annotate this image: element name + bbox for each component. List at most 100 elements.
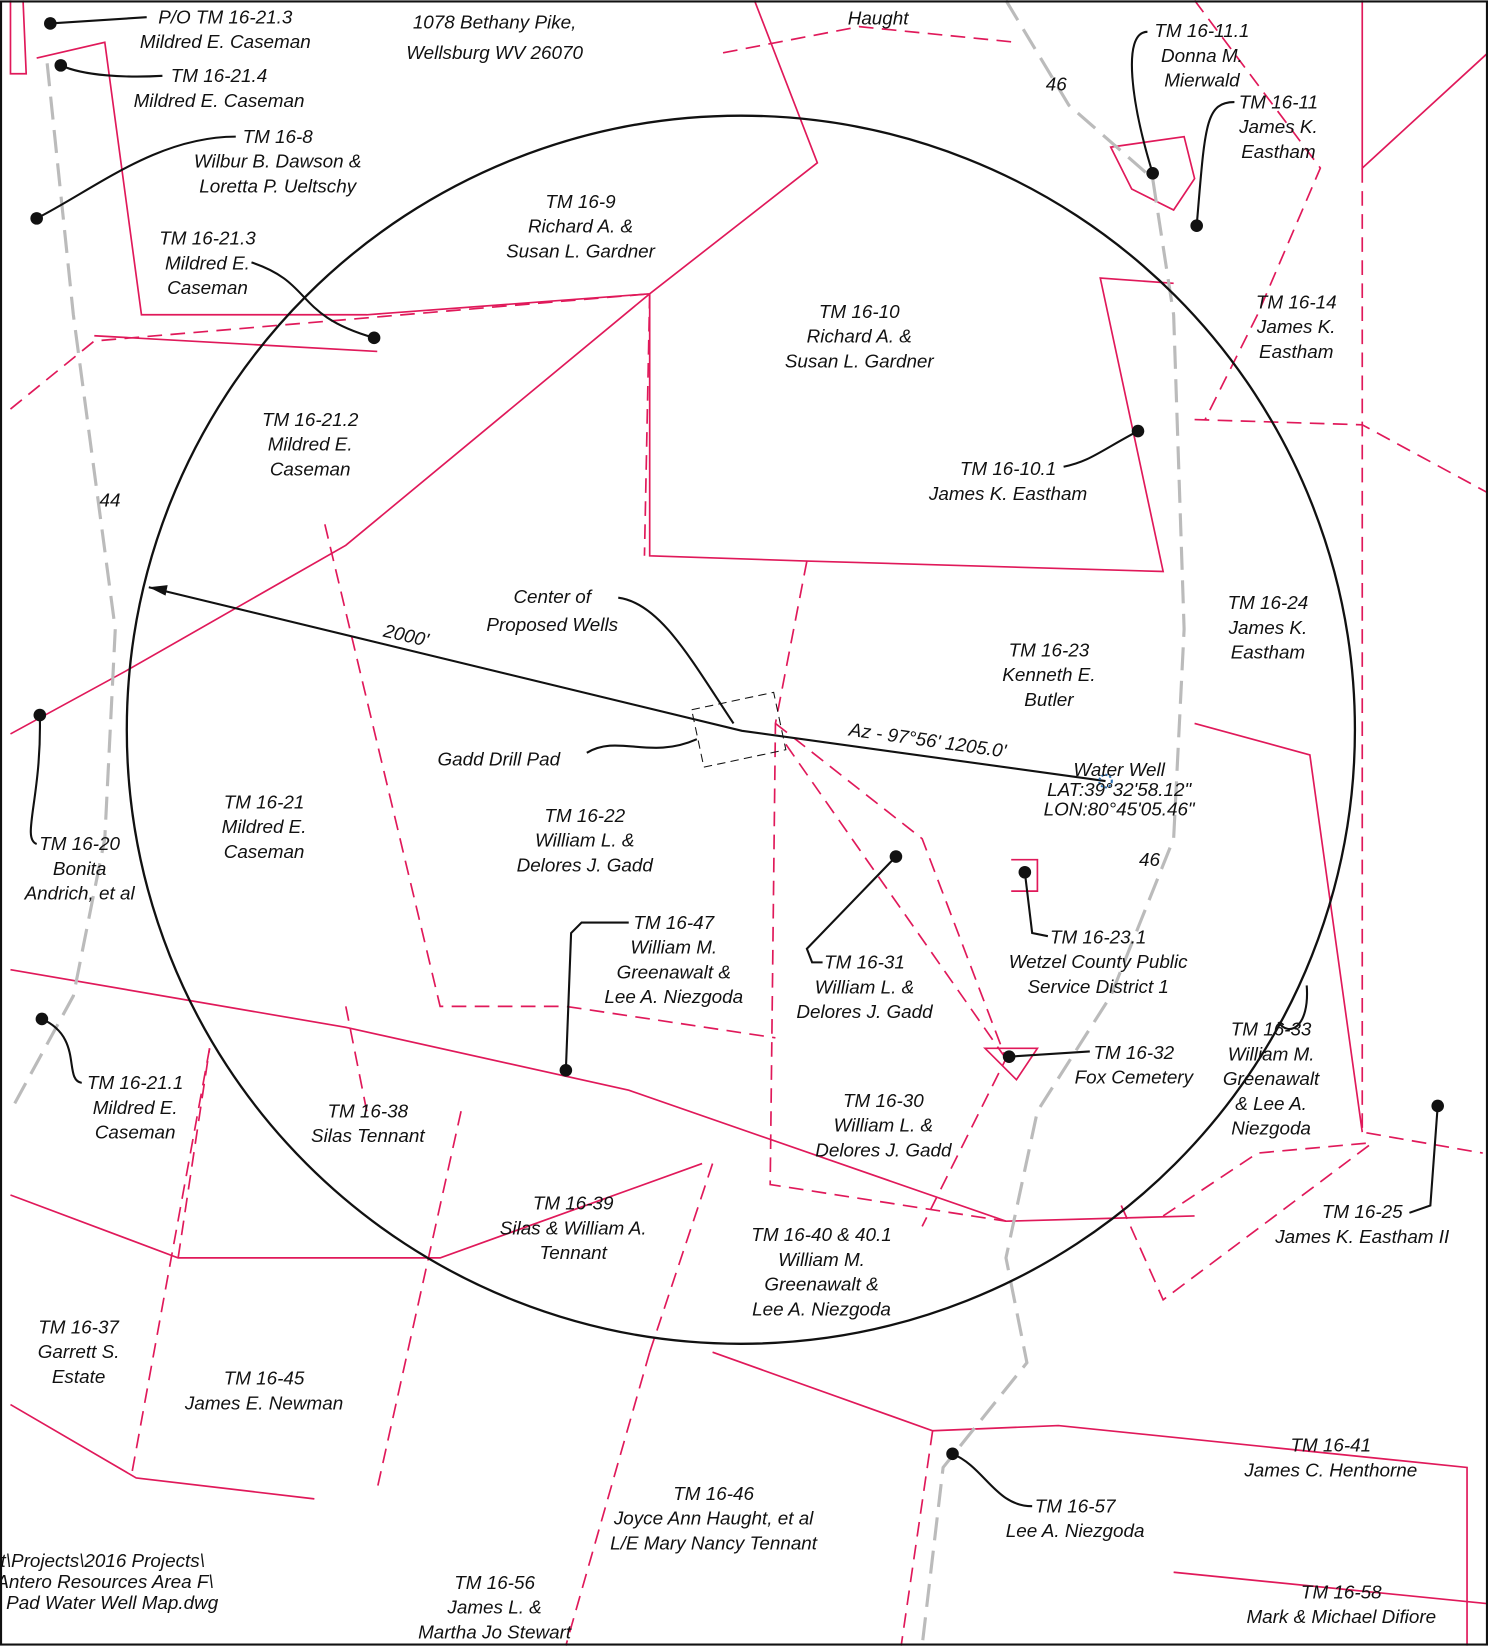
parcel-label: TM 16-10.1 <box>960 458 1056 479</box>
parcel-label: Delores J. Gadd <box>815 1139 952 1160</box>
parcel-label: Mierwald <box>1164 70 1240 91</box>
parcel-label: TM 16-25 <box>1322 1201 1403 1222</box>
parcel-label: Mildred E. Caseman <box>140 31 311 52</box>
parcel-label: Caseman <box>224 841 305 862</box>
address: 1078 Bethany Pike, <box>413 12 577 33</box>
road-number: 44 <box>100 490 121 511</box>
parcel-label: TM 16-8 <box>243 126 314 147</box>
parcel-label: TM 16-46 <box>673 1483 754 1504</box>
parcel-label: TM 16-45 <box>224 1368 305 1389</box>
parcel-label: William L. & <box>815 976 914 997</box>
parcel-label: Richard A. & <box>807 326 912 347</box>
center-label: Proposed Wells <box>486 614 618 635</box>
parcel-label: TM 16-56 <box>454 1572 535 1593</box>
parcel-label: Garrett S. <box>38 1341 120 1362</box>
parcel-label: Estate <box>52 1366 105 1387</box>
parcel-label: Susan L. Gardner <box>506 240 656 261</box>
parcel-label: Eastham <box>1241 141 1315 162</box>
center-label: Center of <box>513 586 592 607</box>
file-path: G:\Bridgeport\Projects\2016 Projects\ <box>0 1550 205 1571</box>
parcel-label: & Lee A. <box>1235 1093 1307 1114</box>
parcel-label: James C. Henthorne <box>1243 1459 1417 1480</box>
water-well-label: LON:80°45'05.46" <box>1044 799 1196 820</box>
parcel-label: Mildred E. <box>165 252 250 273</box>
parcel-label: Niezgoda <box>1231 1118 1311 1139</box>
parcel-label: Mildred E. <box>268 434 353 455</box>
parcel-label: Delores J. Gadd <box>796 1001 933 1022</box>
parcel-label: TM 16-21.3 <box>159 228 256 249</box>
parcel-label: William M. <box>1228 1043 1315 1064</box>
parcel-label: James K. <box>1228 617 1308 638</box>
parcel-label: Richard A. & <box>528 216 633 237</box>
parcel-label: Joyce Ann Haught, et al <box>613 1508 814 1529</box>
parcel-label: TM 16-14 <box>1256 291 1337 312</box>
parcel-label: TM 16-33 <box>1231 1019 1312 1040</box>
water-well-label: LAT:39°32'58.12" <box>1047 779 1192 800</box>
parcel-label: Kenneth E. <box>1002 664 1095 685</box>
parcel-label: TM 16-21.4 <box>171 65 267 86</box>
parcel-label: TM 16-32 <box>1093 1042 1174 1063</box>
parcel-label: James E. Newman <box>184 1392 343 1413</box>
parcel-label: P/O TM 16-21.3 <box>158 6 293 27</box>
pad-label: Gadd Drill Pad <box>437 748 560 769</box>
parcel-label: TM 16-47 <box>633 912 715 933</box>
parcel-label: Wilbur B. Dawson & <box>194 151 362 172</box>
parcel-label: Greenawalt & <box>764 1274 878 1295</box>
parcel-label: Mildred E. Caseman <box>134 90 305 111</box>
parcel-label: TM 16-39 <box>533 1193 614 1214</box>
parcel-label: Fox Cemetery <box>1075 1067 1195 1088</box>
parcel-label: TM 16-41 <box>1290 1435 1371 1456</box>
file-path: Autocad\Gadd Pad Water Well Map.dwg <box>0 1592 219 1613</box>
parcel-label: TM 16-30 <box>843 1090 924 1111</box>
parcel-label: TM 16-21.1 <box>87 1072 183 1093</box>
parcel-label: Susan L. Gardner <box>785 350 935 371</box>
parcel-label: TM 16-9 <box>545 191 616 212</box>
parcel-label: L/E Mary Nancy Tennant <box>610 1532 818 1553</box>
parcel-label: Lee A. Niezgoda <box>1006 1520 1145 1541</box>
top-fragment: Haught <box>848 8 910 29</box>
parcel-label: TM 16-20 <box>39 833 120 854</box>
parcel-label: Loretta P. Ueltschy <box>199 175 357 196</box>
parcel-label: TM 16-11.1 <box>1154 20 1249 41</box>
parcel-label: TM 16-21 <box>224 791 305 812</box>
parcel-label: Andrich, et al <box>24 883 136 904</box>
parcel-label: William M. <box>778 1249 865 1270</box>
parcel-label: Delores J. Gadd <box>517 854 654 875</box>
parcel-label: TM 16-23 <box>1009 639 1090 660</box>
parcel-label: Caseman <box>270 458 351 479</box>
parcel-label: Eastham <box>1231 642 1305 663</box>
parcel-label: TM 16-23.1 <box>1050 927 1146 948</box>
parcel-label: TM 16-38 <box>327 1100 408 1121</box>
parcel-label: Lee A. Niezgoda <box>604 986 743 1007</box>
parcel-label: William M. <box>630 937 717 958</box>
parcel-label: TM 16-40 & 40.1 <box>751 1224 891 1245</box>
parcel-label: TM 16-37 <box>38 1316 120 1337</box>
parcel-label: Greenawalt & <box>617 961 731 982</box>
water-well-label: Water Well <box>1073 759 1165 780</box>
road-number: 46 <box>1046 74 1067 95</box>
parcel-label: James K. Eastham II <box>1274 1226 1450 1247</box>
parcel-label: Donna M. <box>1161 45 1243 66</box>
parcel-label: Lee A. Niezgoda <box>752 1298 891 1319</box>
parcel-label: Mildred E. <box>93 1097 178 1118</box>
parcel-label: Caseman <box>167 277 248 298</box>
parcel-label: TM 16-11 <box>1239 91 1318 112</box>
parcel-label: Mildred E. <box>222 816 307 837</box>
parcel-label: Wetzel County Public <box>1009 951 1188 972</box>
parcel-label: James K. Eastham <box>928 483 1087 504</box>
parcel-label: Service District 1 <box>1027 976 1168 997</box>
parcel-label: TM 16-57 <box>1035 1496 1117 1517</box>
parcel-label: Eastham <box>1259 341 1333 362</box>
parcel-label: Silas Tennant <box>311 1125 425 1146</box>
parcel-label: TM 16-10 <box>819 301 900 322</box>
file-path: 269-34-G-16 Antero Resources Area F\ <box>0 1571 214 1592</box>
parcel-label: TM 16-21.2 <box>262 409 359 430</box>
road-number: 46 <box>1139 849 1160 870</box>
parcel-label: TM 16-24 <box>1228 592 1309 613</box>
parcel-label: Martha Jo Stewart <box>418 1621 572 1642</box>
parcel-label: Greenawalt <box>1223 1068 1320 1089</box>
address: Wellsburg WV 26070 <box>406 42 583 63</box>
parcel-label: TM 16-31 <box>824 952 905 973</box>
parcel-label: James L. & <box>446 1597 541 1618</box>
parcel-label: William L. & <box>834 1115 933 1136</box>
